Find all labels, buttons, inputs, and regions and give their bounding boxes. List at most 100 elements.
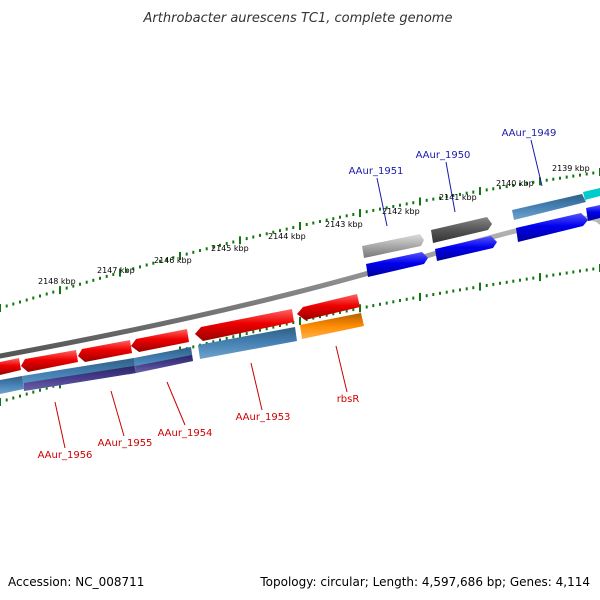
minor-tick [439, 196, 441, 200]
gene-label[interactable]: AAur_1954 [158, 428, 213, 439]
major-tick [359, 304, 361, 313]
minor-tick [52, 290, 55, 294]
minor-tick [292, 321, 295, 324]
gene-arrow[interactable] [362, 234, 424, 258]
minor-tick [505, 280, 508, 284]
gene-label[interactable]: rbsR [337, 394, 360, 405]
gene-arrow[interactable] [586, 205, 600, 221]
minor-tick [345, 309, 348, 313]
outer-tick-ring [0, 168, 600, 312]
gene-arrow[interactable] [583, 188, 600, 200]
major-tick [239, 331, 241, 340]
gene-arrow[interactable] [24, 366, 136, 391]
major-tick [299, 317, 301, 325]
gene-arrow[interactable] [512, 194, 586, 220]
minor-tick [325, 313, 328, 317]
minor-tick [219, 338, 221, 342]
minor-tick [592, 267, 595, 271]
minor-tick [339, 310, 341, 314]
gene-arrow[interactable] [198, 327, 297, 359]
gene-label[interactable]: AAur_1951 [349, 166, 404, 177]
minor-tick [25, 392, 28, 396]
gene-label[interactable]: AAur_1950 [416, 150, 471, 161]
minor-tick [525, 277, 528, 281]
minor-tick [559, 272, 561, 276]
minor-tick [459, 192, 461, 196]
gene-arrow[interactable] [366, 252, 428, 277]
minor-tick [145, 263, 148, 267]
minor-tick [372, 208, 375, 212]
gene-label[interactable]: AAur_1953 [236, 412, 291, 423]
gene-arrow[interactable] [135, 355, 193, 373]
minor-tick [432, 293, 435, 296]
minor-tick [385, 206, 388, 210]
minor-tick [259, 328, 261, 332]
gene-arrow[interactable] [195, 309, 294, 341]
minor-tick [565, 271, 568, 275]
minor-tick [19, 394, 21, 398]
minor-tick [572, 270, 575, 274]
gene-arrow[interactable] [131, 329, 189, 352]
minor-tick [405, 297, 408, 301]
gene-arrow[interactable] [0, 358, 21, 375]
minor-tick [79, 282, 81, 286]
major-tick [419, 292, 421, 301]
gene-arrow[interactable] [0, 376, 24, 394]
minor-tick [12, 396, 15, 400]
minor-tick [305, 223, 308, 226]
gene-arrow[interactable] [297, 294, 360, 320]
minor-tick [365, 210, 368, 214]
minor-tick [365, 305, 368, 309]
gene-arrow[interactable] [300, 313, 364, 339]
minor-tick [499, 281, 501, 285]
minor-tick [519, 278, 521, 282]
minor-tick [265, 327, 268, 331]
minor-tick [245, 237, 248, 241]
gene-label[interactable]: AAur_1949 [502, 128, 557, 139]
map-title: Arthrobacter aurescens TC1, complete gen… [143, 11, 453, 26]
minor-tick [225, 242, 228, 246]
gene-label[interactable]: AAur_1955 [98, 438, 153, 449]
minor-tick [232, 335, 235, 339]
gene-arrow[interactable] [78, 340, 132, 362]
minor-tick [439, 291, 441, 295]
major-tick [479, 282, 481, 291]
minor-tick [192, 250, 195, 254]
minor-tick [245, 332, 248, 335]
minor-tick [339, 215, 341, 219]
minor-tick [379, 302, 381, 306]
minor-tick [265, 232, 268, 236]
gene-arrow[interactable] [431, 217, 492, 243]
minor-tick [552, 273, 555, 277]
tick-labels: 2148 kbp 2147 kbp 2146 kbp 2145 kbp 2144… [38, 164, 590, 286]
minor-tick [45, 292, 48, 296]
minor-tick [572, 174, 575, 178]
major-tick [0, 304, 1, 312]
label-leaders [54, 139, 543, 449]
topology-text: Topology: circular; Length: 4,597,686 bp… [259, 575, 590, 589]
minor-tick [32, 390, 35, 394]
minor-tick [532, 276, 535, 280]
forward-strand-features [362, 188, 600, 277]
minor-tick [159, 259, 161, 263]
minor-tick [319, 220, 321, 223]
minor-tick [512, 184, 515, 187]
minor-tick [565, 175, 568, 179]
minor-tick [399, 299, 401, 302]
minor-tick [312, 316, 315, 320]
minor-tick [85, 280, 88, 284]
minor-tick [465, 287, 468, 291]
gene-arrow[interactable] [435, 236, 497, 261]
minor-tick [472, 190, 475, 194]
gene-arrow[interactable] [21, 350, 78, 372]
minor-tick [45, 386, 48, 390]
minor-tick [392, 300, 395, 304]
minor-tick [332, 217, 335, 221]
major-tick [479, 187, 481, 195]
gene-arrow[interactable] [516, 213, 588, 242]
minor-tick [212, 245, 215, 249]
gene-label[interactable]: AAur_1956 [38, 450, 93, 461]
minor-tick [485, 188, 488, 192]
major-tick [539, 177, 541, 186]
tick-label: 2142 kbp [382, 207, 420, 216]
